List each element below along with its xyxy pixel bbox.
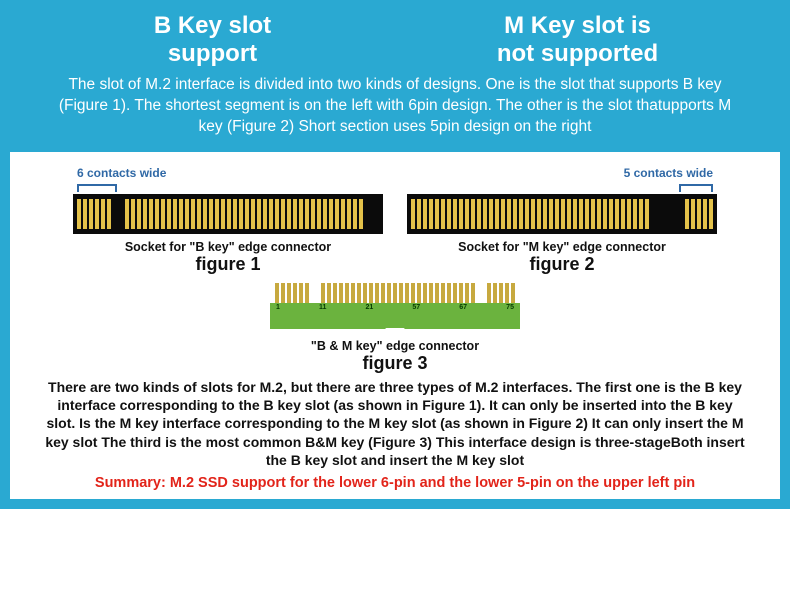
header-m-l2: not supported bbox=[395, 40, 760, 68]
header-b-key: B Key slot support bbox=[30, 12, 395, 67]
socket-b bbox=[73, 194, 383, 234]
top-description: The slot of M.2 interface is divided int… bbox=[55, 75, 735, 138]
figure2-label: figure 2 bbox=[407, 254, 717, 275]
bracket-b-shape bbox=[77, 184, 117, 192]
contacts-label-b: 6 contacts wide bbox=[73, 166, 383, 180]
bm-pins bbox=[270, 281, 520, 303]
bottom-section: 6 contacts wide Socket for "B key" edge … bbox=[0, 152, 790, 509]
bm-body: 11121576775 bbox=[270, 303, 520, 329]
bm-notch-icon bbox=[385, 328, 405, 336]
header-b-l2: support bbox=[30, 40, 395, 68]
header-b-l1: B Key slot bbox=[30, 12, 395, 40]
header-m-key: M Key slot is not supported bbox=[395, 12, 760, 67]
bm-numbers: 11121576775 bbox=[270, 304, 520, 311]
bracket-b bbox=[73, 182, 383, 192]
headers-row: B Key slot support M Key slot is not sup… bbox=[30, 12, 760, 67]
bottom-paragraph: There are two kinds of slots for M.2, bu… bbox=[45, 378, 745, 469]
socket-m bbox=[407, 194, 717, 234]
bm-wrapper: 11121576775 "B & M key" edge connector f… bbox=[30, 281, 760, 374]
bm-connector: 11121576775 bbox=[270, 281, 520, 329]
socket-m-caption: Socket for "M key" edge connector bbox=[407, 240, 717, 254]
socket-m-block: 5 contacts wide Socket for "M key" edge … bbox=[407, 166, 717, 275]
bracket-m-shape bbox=[679, 184, 713, 192]
white-panel: 6 contacts wide Socket for "B key" edge … bbox=[10, 152, 780, 499]
summary-line: Summary: M.2 SSD support for the lower 6… bbox=[30, 475, 760, 491]
sockets-row: 6 contacts wide Socket for "B key" edge … bbox=[30, 166, 760, 275]
bracket-m bbox=[407, 182, 717, 192]
top-section: B Key slot support M Key slot is not sup… bbox=[0, 0, 790, 152]
bm-caption: "B & M key" edge connector bbox=[30, 339, 760, 353]
header-m-l1: M Key slot is bbox=[395, 12, 760, 40]
figure3-label: figure 3 bbox=[30, 353, 760, 374]
socket-b-caption: Socket for "B key" edge connector bbox=[73, 240, 383, 254]
contacts-label-m: 5 contacts wide bbox=[407, 166, 717, 180]
socket-b-block: 6 contacts wide Socket for "B key" edge … bbox=[73, 166, 383, 275]
figure1-label: figure 1 bbox=[73, 254, 383, 275]
